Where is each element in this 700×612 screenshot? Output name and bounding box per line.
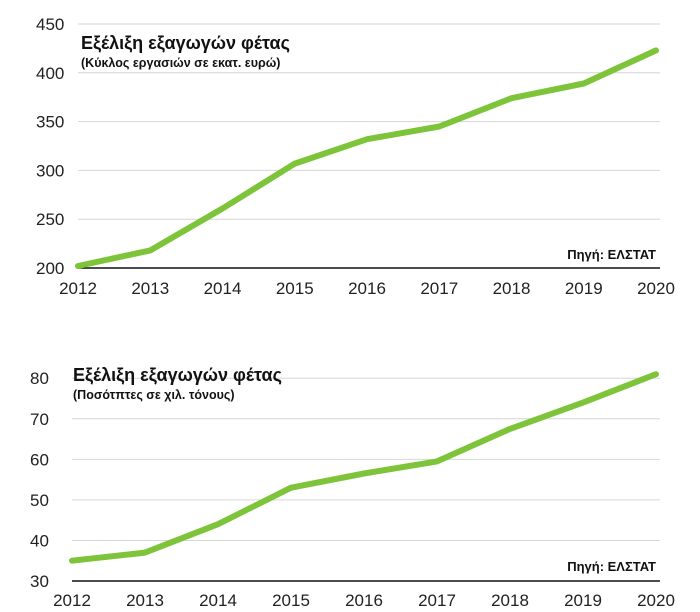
- x-tick-label: 2018: [491, 591, 529, 610]
- y-tick-label: 80: [30, 369, 49, 388]
- y-tick-label: 50: [30, 491, 49, 510]
- chart-subtitle: (Κύκλος εργασιών σε εκατ. ευρώ): [81, 56, 280, 70]
- chart-title: Εξέλιξη εξαγωγών φέτας: [81, 33, 290, 54]
- y-tick-label: 350: [36, 113, 64, 132]
- x-tick-label: 2014: [204, 279, 242, 298]
- x-tick-label: 2013: [131, 279, 169, 298]
- x-tick-label: 2020: [637, 279, 675, 298]
- y-tick-label: 400: [36, 64, 64, 83]
- x-tick-label: 2019: [564, 591, 602, 610]
- x-tick-label: 2012: [59, 279, 97, 298]
- x-tick-label: 2019: [565, 279, 603, 298]
- series-line: [75, 47, 659, 269]
- chart-title: Εξέλιξη εξαγωγών φέτας: [73, 365, 282, 386]
- x-tick-label: 2015: [272, 591, 310, 610]
- x-tick-label: 2017: [420, 279, 458, 298]
- x-tick-label: 2016: [345, 591, 383, 610]
- y-tick-label: 250: [36, 210, 64, 229]
- x-tick-label: 2020: [637, 591, 675, 610]
- x-tick-label: 2015: [276, 279, 314, 298]
- x-tick-label: 2013: [126, 591, 164, 610]
- x-tick-label: 2018: [493, 279, 531, 298]
- chart-subtitle: (Ποσότπτες σε χιλ. τόνους): [73, 388, 235, 402]
- y-tick-label: 40: [30, 531, 49, 550]
- x-tick-label: 2016: [348, 279, 386, 298]
- y-tick-label: 30: [30, 572, 49, 591]
- x-tick-label: 2017: [418, 591, 456, 610]
- source-label: Πηγή: ΕΛΣΤΑΤ: [567, 247, 656, 262]
- y-tick-label: 60: [30, 450, 49, 469]
- x-tick-label: 2012: [53, 591, 91, 610]
- series-line: [69, 371, 659, 564]
- y-tick-label: 200: [36, 259, 64, 278]
- y-tick-label: 300: [36, 161, 64, 180]
- source-label: Πηγή: ΕΛΣΤΑΤ: [567, 559, 656, 574]
- x-tick-label: 2014: [199, 591, 237, 610]
- y-tick-label: 450: [36, 15, 64, 34]
- y-tick-label: 70: [30, 410, 49, 429]
